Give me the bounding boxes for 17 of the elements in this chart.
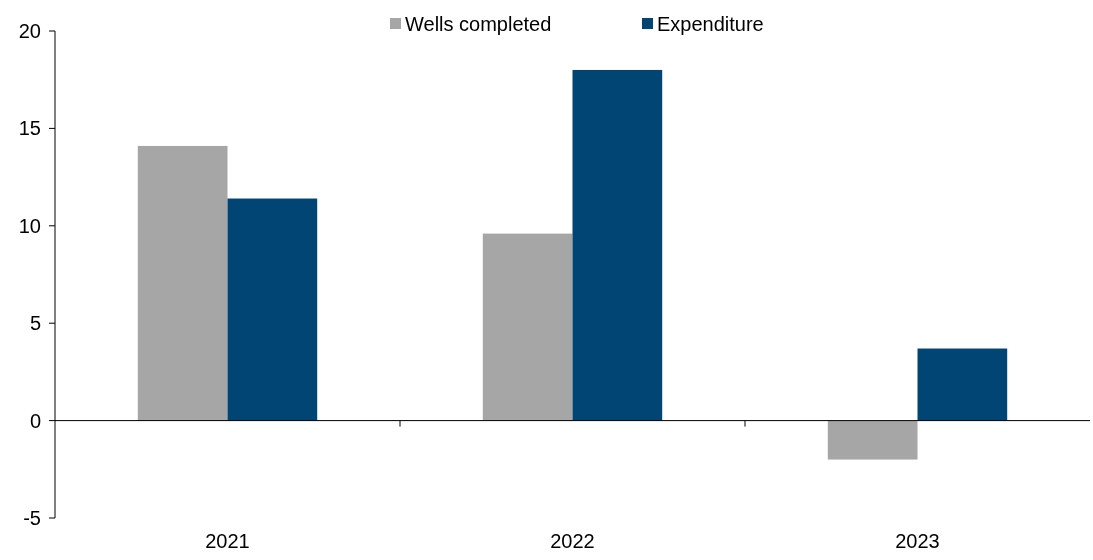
y-tick-label: 5 [29,312,41,335]
bar [827,420,918,460]
y-tick-label: -5 [23,507,41,529]
bar [137,145,228,421]
y-tick-label: 20 [18,20,41,42]
legend-label: Wells completed [405,13,552,35]
bar [227,198,318,421]
y-tick-label: 0 [29,409,41,432]
bar [917,348,1008,421]
x-tick-label: 2021 [205,530,250,552]
x-tick-label: 2023 [895,530,940,552]
x-tick-label: 2022 [550,530,595,552]
bar [572,69,663,421]
bar [482,233,573,421]
y-tick-label: 10 [18,214,41,237]
y-tick-label: 15 [18,117,41,140]
legend-label: Expenditure [657,13,764,35]
